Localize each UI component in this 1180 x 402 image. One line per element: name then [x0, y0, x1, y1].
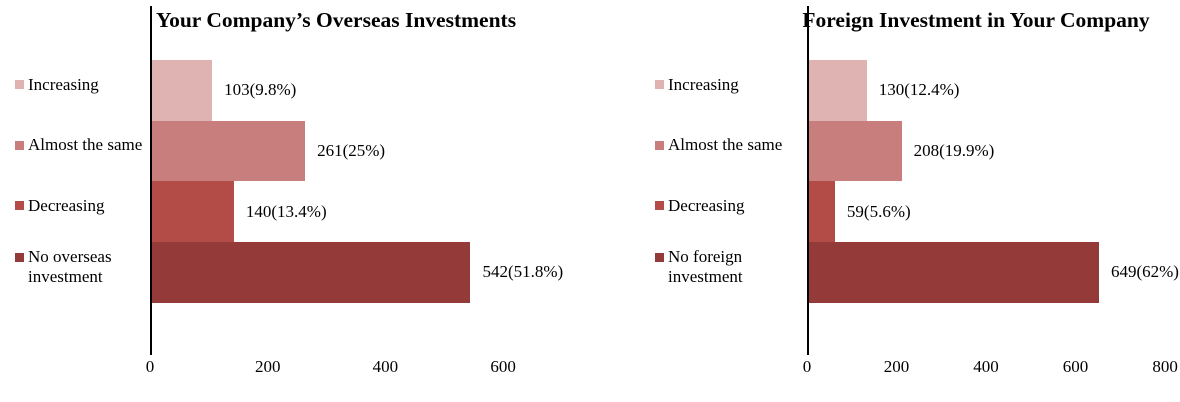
category-label-row: Increasing	[15, 54, 148, 115]
x-tick-label: 600	[1062, 357, 1089, 376]
category-label: Decreasing	[668, 195, 745, 215]
category-label: Increasing	[28, 74, 99, 94]
x-tick-label: 200	[254, 357, 281, 376]
category-label: No foreign investment	[668, 247, 743, 286]
category-marker-icon	[15, 140, 24, 150]
category-label-row: No foreign investment	[655, 247, 791, 308]
bar-increasing	[808, 60, 867, 121]
bar-no-overseas-investment	[151, 242, 471, 303]
category-marker-icon	[655, 201, 664, 211]
bar-no-foreign-investment	[808, 242, 1099, 303]
category-marker-icon	[15, 201, 24, 211]
category-label: Decreasing	[28, 195, 105, 215]
category-marker-icon	[655, 79, 664, 89]
category-label-row: Decreasing	[15, 175, 148, 236]
data-label-decreasing: 140(13.4%)	[245, 201, 327, 221]
x-tick-label: 0	[802, 357, 812, 376]
data-label-no-overseas-investment: 542(51.8%)	[482, 262, 564, 282]
x-tick-label: 400	[973, 357, 999, 376]
data-label-increasing: 130(12.4%)	[878, 80, 960, 100]
chart-title: Your Company’s Overseas Investments	[155, 8, 517, 32]
x-tick-label: 800	[1152, 357, 1178, 376]
data-label-almost-the-same: 261(25%)	[317, 141, 386, 161]
category-label: No overseas investment	[28, 247, 112, 286]
bar-decreasing	[151, 181, 234, 243]
data-label-increasing: 103(9.8%)	[224, 80, 297, 100]
x-tick-label: 200	[883, 357, 910, 376]
category-label: Almost the same	[28, 135, 143, 155]
category-label-row: Almost the same	[655, 115, 791, 176]
category-marker-icon	[15, 79, 24, 89]
category-marker-icon	[15, 253, 24, 263]
chart-title: Foreign Investment in Your Company	[802, 8, 1150, 32]
category-marker-icon	[655, 253, 664, 263]
category-label-row: Decreasing	[655, 175, 791, 236]
category-marker-icon	[655, 140, 664, 150]
data-label-no-foreign-investment: 649(62%)	[1110, 262, 1179, 282]
data-label-almost-the-same: 208(19.9%)	[913, 141, 995, 161]
data-label-decreasing: 59(5.6%)	[846, 201, 911, 221]
category-axis-line	[150, 6, 152, 355]
category-label-row: Almost the same	[15, 115, 148, 176]
category-label: Almost the same	[668, 135, 783, 155]
category-label-row: Increasing	[655, 54, 791, 115]
x-tick-label: 0	[145, 357, 155, 376]
category-axis-line	[807, 6, 809, 355]
bar-almost-the-same	[808, 120, 902, 182]
bar-almost-the-same	[151, 120, 306, 182]
bar-increasing	[151, 60, 213, 121]
x-tick-label: 600	[490, 357, 516, 376]
x-tick-label: 400	[372, 357, 399, 376]
category-label-row: No overseas investment	[15, 247, 148, 308]
category-label: Increasing	[668, 74, 739, 94]
bar-decreasing	[808, 181, 835, 243]
